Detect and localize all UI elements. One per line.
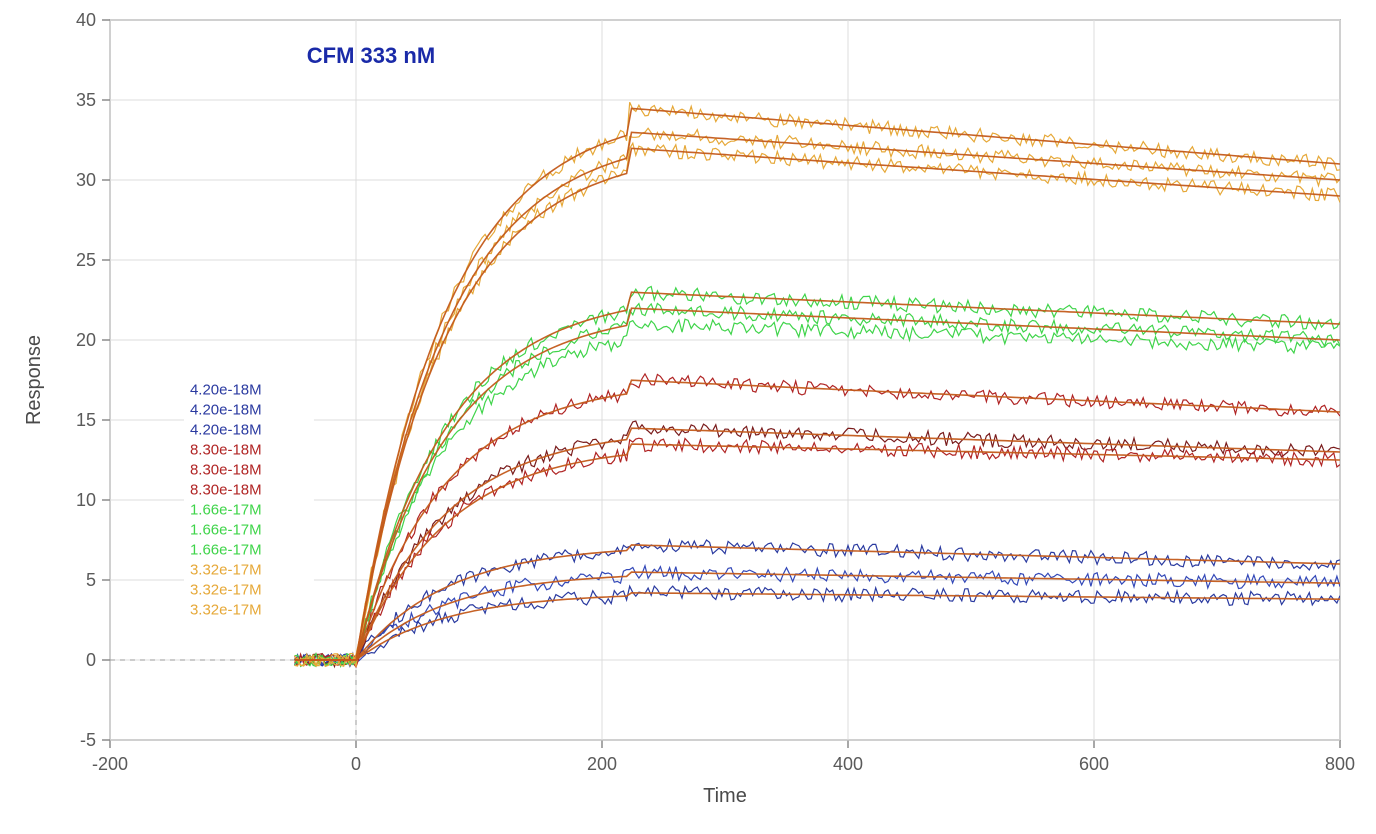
y-tick-label: 40 [76,10,96,30]
legend: 4.20e-18M 4.20e-18M 4.20e-18M 8.30e-18M 8.30… [184,378,314,628]
y-tick-label: 20 [76,330,96,350]
sensorgram-chart: -200 0 200 400 600 800 -5 0 5 10 15 20 25 30 35 40 Time R… [0,0,1376,834]
chart-title: CFM 333 nM [307,43,435,68]
x-tick-label: 600 [1079,754,1109,774]
legend-item: 3.32e-17M [190,581,262,598]
y-tick-label: 30 [76,170,96,190]
legend-item: 8.30e-18M [190,461,262,478]
y-tick-label: -5 [80,730,96,750]
y-tick-label: 0 [86,650,96,670]
y-axis-label: Response [23,335,45,425]
y-tick-label: 25 [76,250,96,270]
x-tick-label: 0 [351,754,361,774]
y-tick-label: 35 [76,90,96,110]
legend-item: 1.66e-17M [190,541,262,558]
x-tick-label: 200 [587,754,617,774]
legend-item: 3.32e-17M [190,601,262,618]
legend-item: 1.66e-17M [190,501,262,518]
y-tick-label: 5 [86,570,96,590]
legend-item: 3.32e-17M [190,561,262,578]
y-tick-label: 15 [76,410,96,430]
x-tick-label: 400 [833,754,863,774]
x-tick-label: 800 [1325,754,1355,774]
y-tick-label: 10 [76,490,96,510]
legend-item: 8.30e-18M [190,441,262,458]
legend-item: 4.20e-18M [190,401,262,418]
x-tick-label: -200 [92,754,128,774]
legend-item: 8.30e-18M [190,481,262,498]
x-axis-label: Time [703,785,747,807]
legend-item: 4.20e-18M [190,381,262,398]
legend-item: 1.66e-17M [190,521,262,538]
legend-item: 4.20e-18M [190,421,262,438]
chart-svg: -200 0 200 400 600 800 -5 0 5 10 15 20 25 30 35 40 Time R… [0,0,1376,834]
